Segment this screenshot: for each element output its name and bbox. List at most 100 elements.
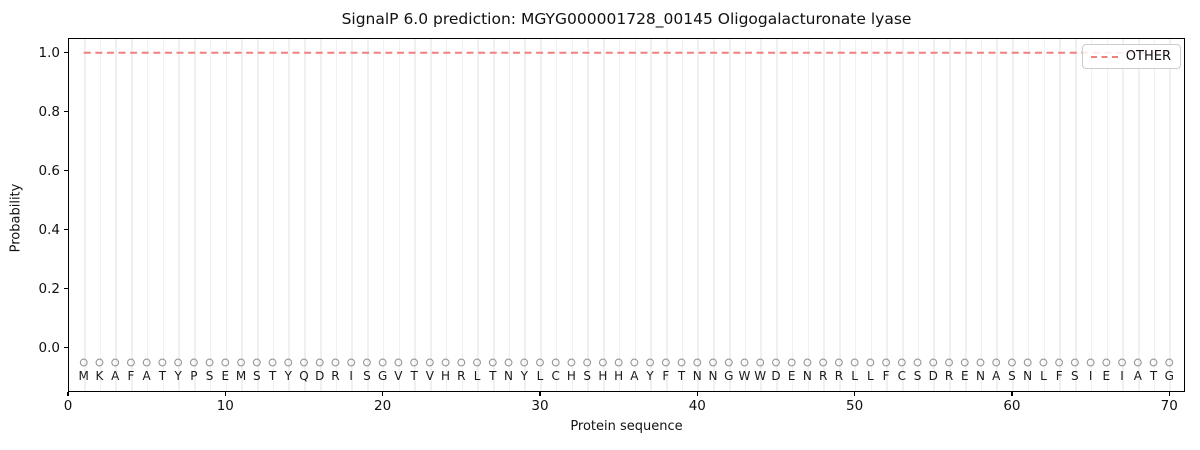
residue-letter: H bbox=[598, 369, 608, 384]
residue-letter: S bbox=[1008, 369, 1016, 384]
residue-letter: A bbox=[142, 369, 151, 384]
x-tick-mark bbox=[696, 392, 698, 396]
gridline bbox=[713, 39, 715, 391]
x-tick-mark bbox=[854, 392, 856, 396]
residue-letter: T bbox=[677, 369, 686, 384]
residue-letter: C bbox=[897, 369, 906, 384]
gridline bbox=[1090, 39, 1093, 391]
gridline bbox=[146, 39, 149, 391]
y-tick-mark bbox=[64, 111, 68, 113]
residue-letter: H bbox=[566, 369, 576, 384]
x-tick-mark bbox=[539, 392, 541, 396]
gridline bbox=[618, 39, 621, 391]
residue-letter: S bbox=[205, 369, 214, 384]
residue-letter: S bbox=[913, 369, 922, 384]
residue-letter: E bbox=[1102, 369, 1111, 384]
gridline bbox=[131, 39, 133, 391]
residue-letter: A bbox=[1133, 369, 1142, 384]
residue-letter: S bbox=[583, 369, 591, 384]
gridline bbox=[1169, 39, 1172, 391]
residue-letter: I bbox=[1120, 369, 1124, 384]
residue-letter: A bbox=[630, 369, 639, 384]
gridline bbox=[744, 39, 747, 391]
gridline bbox=[1059, 39, 1061, 391]
y-tick-label: 0.2 bbox=[38, 280, 60, 297]
residue-letter: R bbox=[331, 369, 340, 384]
other-line-legend-swatch bbox=[1090, 55, 1118, 58]
residue-letter: Q bbox=[299, 369, 309, 384]
residue-letter: E bbox=[960, 369, 969, 384]
residue-letter: E bbox=[787, 369, 796, 384]
residue-letter: N bbox=[1023, 369, 1033, 384]
gridline bbox=[115, 39, 117, 391]
residue-letter: I bbox=[1088, 369, 1093, 384]
residue-letter: L bbox=[851, 369, 858, 384]
gridline bbox=[414, 39, 416, 391]
x-tick-label: 60 bbox=[1003, 398, 1021, 414]
gridline bbox=[430, 39, 432, 391]
residue-letter: L bbox=[867, 369, 874, 384]
x-tick-mark bbox=[382, 392, 384, 396]
gridline bbox=[288, 39, 291, 391]
residue-letter: T bbox=[489, 369, 497, 384]
gridline bbox=[256, 39, 259, 391]
gridline bbox=[304, 39, 306, 391]
residue-letter: M bbox=[235, 369, 247, 384]
residue-letter: T bbox=[268, 369, 277, 384]
residue-letter: M bbox=[78, 369, 89, 384]
chart-title: SignalP 6.0 prediction: MGYG000001728_00… bbox=[341, 10, 912, 28]
gridline bbox=[964, 39, 967, 391]
gridline bbox=[508, 39, 511, 391]
gridline bbox=[650, 39, 652, 391]
gridline bbox=[839, 39, 841, 391]
y-axis-label: Probability bbox=[8, 183, 24, 253]
x-tick-mark bbox=[1011, 392, 1013, 396]
gridline bbox=[980, 39, 983, 391]
gridline bbox=[461, 39, 464, 391]
residue-letter: A bbox=[111, 369, 120, 384]
residue-letter: F bbox=[882, 369, 890, 384]
gridline bbox=[209, 39, 212, 391]
y-tick-label: 0.0 bbox=[38, 339, 60, 356]
gridline bbox=[1122, 39, 1124, 391]
residue-letter: W bbox=[754, 369, 767, 384]
x-tick-label: 0 bbox=[63, 398, 73, 414]
residue-letter: I bbox=[349, 369, 353, 384]
gridline bbox=[917, 39, 920, 391]
gridline bbox=[1012, 39, 1014, 391]
gridline bbox=[335, 39, 338, 391]
residue-letter: N bbox=[504, 369, 513, 384]
residue-letter: G bbox=[724, 369, 734, 384]
gridline bbox=[398, 39, 401, 391]
residue-letter: V bbox=[425, 369, 434, 384]
x-tick-mark bbox=[224, 392, 226, 396]
gridline bbox=[902, 39, 904, 391]
residue-letter: H bbox=[614, 369, 624, 384]
residue-letter: K bbox=[95, 369, 104, 384]
residue-letter: N bbox=[692, 369, 702, 384]
gridline bbox=[823, 39, 825, 391]
gridline bbox=[681, 39, 684, 391]
residue-letter: D bbox=[771, 369, 781, 384]
gridline bbox=[634, 39, 637, 391]
residue-letter: G bbox=[1164, 369, 1174, 384]
residue-letter: T bbox=[158, 369, 167, 384]
residue-letter: R bbox=[457, 369, 466, 384]
gridline bbox=[697, 39, 700, 391]
gridline bbox=[587, 39, 589, 391]
y-tick-mark bbox=[64, 52, 68, 54]
x-tick-mark bbox=[1168, 392, 1170, 396]
residue-letter: N bbox=[802, 369, 812, 384]
residue-letter: F bbox=[127, 369, 135, 384]
residue-letter: Y bbox=[174, 369, 182, 384]
residue-letter: N bbox=[975, 369, 985, 384]
residue-letter: Y bbox=[520, 369, 528, 384]
residue-letter: T bbox=[410, 369, 418, 384]
residue-letter: Y bbox=[646, 369, 654, 384]
gridline bbox=[571, 39, 574, 391]
gridline bbox=[83, 39, 86, 391]
gridline bbox=[225, 39, 228, 391]
residue-letter: F bbox=[662, 369, 670, 384]
x-tick-label: 50 bbox=[846, 398, 864, 414]
gridline bbox=[791, 39, 794, 391]
